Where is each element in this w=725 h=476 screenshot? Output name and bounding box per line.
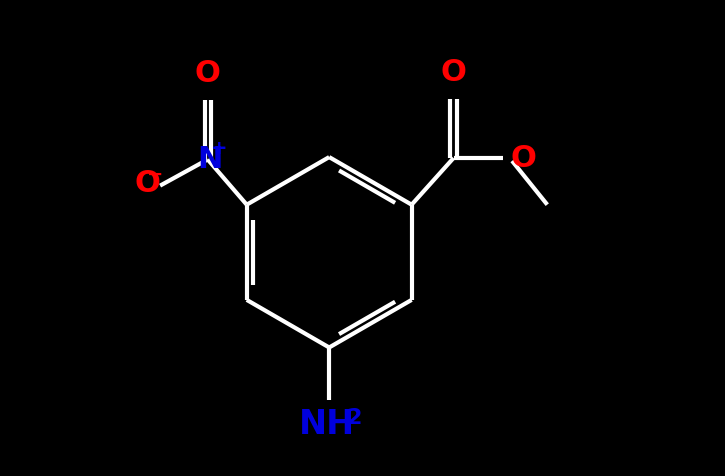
Text: −: − bbox=[147, 165, 164, 184]
Text: 2: 2 bbox=[347, 408, 362, 428]
Text: N: N bbox=[197, 145, 223, 174]
Text: NH: NH bbox=[299, 408, 355, 441]
Text: +: + bbox=[211, 139, 228, 158]
Text: O: O bbox=[441, 58, 466, 87]
Text: O: O bbox=[510, 144, 536, 172]
Text: O: O bbox=[135, 169, 161, 198]
Text: O: O bbox=[195, 59, 220, 88]
